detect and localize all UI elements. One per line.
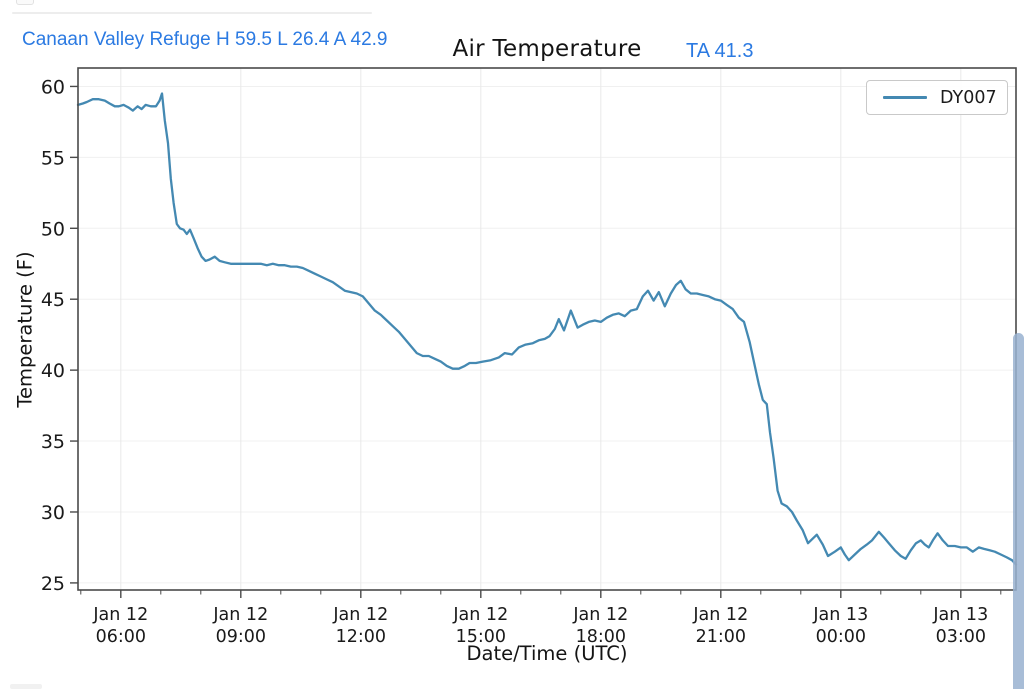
temperature-line-series bbox=[76, 92, 1018, 566]
y-tick-label: 55 bbox=[41, 147, 65, 169]
x-tick-label-date: Jan 12 bbox=[212, 605, 268, 625]
plot-border bbox=[77, 67, 1017, 591]
y-tick-label: 40 bbox=[41, 360, 65, 382]
x-tick-label-time: 00:00 bbox=[816, 627, 866, 647]
x-tick-label-date: Jan 13 bbox=[812, 605, 868, 625]
x-tick-label-time: 06:00 bbox=[96, 627, 146, 647]
station-stats-text: Canaan Valley Refuge H 59.5 L 26.4 A 42.… bbox=[22, 29, 388, 50]
x-tick-label-date: Jan 12 bbox=[572, 605, 628, 625]
legend-series-label: DY007 bbox=[940, 87, 997, 108]
y-tick-label: 30 bbox=[41, 502, 65, 524]
x-tick-label-date: Jan 12 bbox=[452, 605, 508, 625]
y-tick-label: 45 bbox=[41, 289, 65, 311]
x-tick-label-time: 12:00 bbox=[336, 627, 386, 647]
x-tick-label-time: 15:00 bbox=[456, 627, 506, 647]
x-tick-label-time: 03:00 bbox=[936, 627, 986, 647]
x-axis-label: Date/Time (UTC) bbox=[466, 642, 628, 665]
browser-tab-remnant bbox=[16, 0, 34, 5]
top-divider-line bbox=[12, 12, 372, 14]
x-tick-label-time: 21:00 bbox=[696, 627, 746, 647]
x-tick-label-time: 18:00 bbox=[576, 627, 626, 647]
bottom-edge-artifact bbox=[10, 684, 42, 689]
current-ta-value: TA 41.3 bbox=[686, 40, 754, 62]
legend: DY007 bbox=[866, 80, 1008, 115]
y-axis-label: Temperature (F) bbox=[13, 250, 37, 408]
x-tick-label-date: Jan 13 bbox=[932, 605, 988, 625]
y-tick-label: 25 bbox=[41, 573, 65, 595]
x-tick-label-date: Jan 12 bbox=[92, 605, 148, 625]
x-tick-label-time: 09:00 bbox=[216, 627, 266, 647]
y-axis-label-wrap: Temperature (F) bbox=[8, 68, 42, 590]
y-tick-label: 35 bbox=[41, 431, 65, 453]
x-tick-label-date: Jan 12 bbox=[692, 605, 748, 625]
x-tick-label-date: Jan 12 bbox=[332, 605, 388, 625]
y-tick-label: 60 bbox=[41, 76, 65, 98]
legend-line-sample bbox=[883, 96, 927, 99]
y-tick-label: 50 bbox=[41, 218, 65, 240]
chart-title: Air Temperature bbox=[452, 36, 642, 62]
vertical-scrollbar-thumb[interactable] bbox=[1013, 333, 1024, 689]
